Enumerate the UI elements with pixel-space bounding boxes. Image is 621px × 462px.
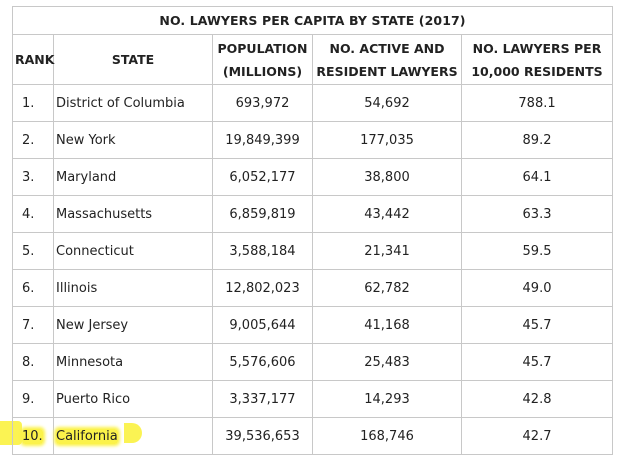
header-population: POPULATION (MILLIONS) bbox=[212, 34, 313, 85]
cell-lawyers: 38,800 bbox=[312, 158, 462, 196]
table-row: 3. Maryland 6,052,177 38,800 64.1 bbox=[12, 158, 614, 196]
cell-rank: 5. bbox=[12, 232, 54, 270]
header-state: STATE bbox=[53, 34, 213, 85]
table-row: 4. Massachusetts 6,859,819 43,442 63.3 bbox=[12, 195, 614, 233]
cell-state: Massachusetts bbox=[53, 195, 213, 233]
highlighted-rank: 10. bbox=[22, 428, 43, 444]
cell-lawyers: 41,168 bbox=[312, 306, 462, 344]
header-per-capita-line2: 10,000 RESIDENTS bbox=[471, 63, 603, 79]
table-row-highlighted: 10. California 39,536,653 168,746 42.7 bbox=[12, 417, 614, 455]
cell-lawyers: 54,692 bbox=[312, 84, 462, 122]
table-header-row: RANK STATE POPULATION (MILLIONS) NO. ACT… bbox=[12, 34, 614, 85]
cell-per-capita: 49.0 bbox=[460, 269, 614, 307]
header-lawyers-line2: RESIDENT LAWYERS bbox=[316, 63, 458, 79]
lawyers-per-capita-table: NO. LAWYERS PER CAPITA BY STATE (2017) R… bbox=[11, 6, 614, 455]
cell-population: 19,849,399 bbox=[212, 121, 313, 159]
header-lawyers: NO. ACTIVE AND RESIDENT LAWYERS bbox=[312, 34, 462, 85]
table-title-row: NO. LAWYERS PER CAPITA BY STATE (2017) bbox=[11, 6, 614, 35]
cell-state: New Jersey bbox=[53, 306, 213, 344]
cell-rank: 6. bbox=[12, 269, 54, 307]
cell-population: 5,576,606 bbox=[212, 343, 313, 381]
cell-state: California bbox=[53, 417, 213, 455]
cell-rank: 4. bbox=[12, 195, 54, 233]
cell-per-capita: 42.7 bbox=[460, 417, 614, 455]
cell-rank: 10. bbox=[12, 417, 54, 455]
header-per-capita: NO. LAWYERS PER 10,000 RESIDENTS bbox=[460, 34, 614, 85]
highlighted-state: California bbox=[56, 428, 118, 444]
table-row: 6. Illinois 12,802,023 62,782 49.0 bbox=[12, 269, 614, 307]
cell-state: Minnesota bbox=[53, 343, 213, 381]
cell-per-capita: 89.2 bbox=[460, 121, 614, 159]
table-row: 2. New York 19,849,399 177,035 89.2 bbox=[12, 121, 614, 159]
cell-lawyers: 168,746 bbox=[312, 417, 462, 455]
cell-per-capita: 45.7 bbox=[460, 343, 614, 381]
cell-population: 693,972 bbox=[212, 84, 313, 122]
cell-population: 3,588,184 bbox=[212, 232, 313, 270]
table-title: NO. LAWYERS PER CAPITA BY STATE (2017) bbox=[11, 6, 614, 35]
cell-per-capita: 63.3 bbox=[460, 195, 614, 233]
cell-per-capita: 59.5 bbox=[460, 232, 614, 270]
header-population-line2: (MILLIONS) bbox=[222, 63, 303, 79]
cell-state: Maryland bbox=[53, 158, 213, 196]
header-rank: RANK bbox=[12, 34, 54, 85]
header-population-line1: POPULATION bbox=[217, 40, 308, 56]
table-row: 1. District of Columbia 693,972 54,692 7… bbox=[12, 84, 614, 122]
cell-population: 3,337,177 bbox=[212, 380, 313, 418]
header-per-capita-line1: NO. LAWYERS PER bbox=[472, 40, 602, 56]
table-row: 9. Puerto Rico 3,337,177 14,293 42.8 bbox=[12, 380, 614, 418]
cell-per-capita: 45.7 bbox=[460, 306, 614, 344]
cell-population: 6,859,819 bbox=[212, 195, 313, 233]
cell-state: Puerto Rico bbox=[53, 380, 213, 418]
cell-lawyers: 177,035 bbox=[312, 121, 462, 159]
cell-population: 39,536,653 bbox=[212, 417, 313, 455]
cell-population: 9,005,644 bbox=[212, 306, 313, 344]
cell-state: District of Columbia bbox=[53, 84, 213, 122]
cell-rank: 8. bbox=[12, 343, 54, 381]
cell-state: New York bbox=[53, 121, 213, 159]
table-row: 7. New Jersey 9,005,644 41,168 45.7 bbox=[12, 306, 614, 344]
cell-lawyers: 62,782 bbox=[312, 269, 462, 307]
cell-lawyers: 14,293 bbox=[312, 380, 462, 418]
cell-population: 12,802,023 bbox=[212, 269, 313, 307]
cell-rank: 3. bbox=[12, 158, 54, 196]
cell-per-capita: 64.1 bbox=[460, 158, 614, 196]
cell-rank: 1. bbox=[12, 84, 54, 122]
cell-per-capita: 788.1 bbox=[460, 84, 614, 122]
cell-per-capita: 42.8 bbox=[460, 380, 614, 418]
cell-state: Connecticut bbox=[53, 232, 213, 270]
table-row: 8. Minnesota 5,576,606 25,483 45.7 bbox=[12, 343, 614, 381]
cell-rank: 2. bbox=[12, 121, 54, 159]
lawyers-table-container: NO. LAWYERS PER CAPITA BY STATE (2017) R… bbox=[11, 6, 614, 455]
cell-population: 6,052,177 bbox=[212, 158, 313, 196]
cell-lawyers: 21,341 bbox=[312, 232, 462, 270]
header-lawyers-line1: NO. ACTIVE AND bbox=[329, 40, 445, 56]
table-row: 5. Connecticut 3,588,184 21,341 59.5 bbox=[12, 232, 614, 270]
cell-lawyers: 43,442 bbox=[312, 195, 462, 233]
cell-rank: 9. bbox=[12, 380, 54, 418]
cell-lawyers: 25,483 bbox=[312, 343, 462, 381]
cell-rank: 7. bbox=[12, 306, 54, 344]
cell-state: Illinois bbox=[53, 269, 213, 307]
